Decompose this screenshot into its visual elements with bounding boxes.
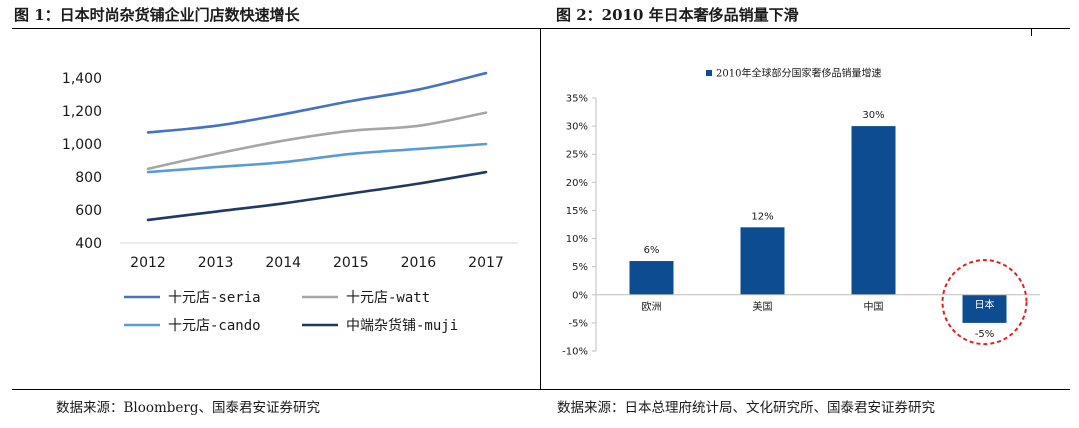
y-tick-label: 35% xyxy=(566,94,588,105)
figure2-source: 数据来源：日本总理府统计局、文化研究所、国泰君安证券研究 xyxy=(557,400,935,416)
legend-swatch xyxy=(706,70,712,76)
bar-3 xyxy=(962,294,1007,323)
bottom-rule xyxy=(12,389,1070,390)
bar-0 xyxy=(629,261,674,295)
bar-2 xyxy=(851,126,896,295)
x-tick-label: 2016 xyxy=(401,255,437,271)
x-tick-label: 2015 xyxy=(333,255,369,271)
data-label: 6% xyxy=(644,245,660,256)
y-tick-label: 1,200 xyxy=(62,104,102,120)
legend-label: 十元店-cando xyxy=(168,318,261,334)
y-tick-label: 1,400 xyxy=(62,71,102,87)
category-label: 欧洲 xyxy=(642,301,662,313)
legend-label: 2010年全球部分国家奢侈品销量增速 xyxy=(716,67,881,80)
highlight-circle xyxy=(941,259,1028,346)
y-tick-label: -10% xyxy=(562,347,588,358)
y-tick-label: 5% xyxy=(572,262,588,273)
series-line-1 xyxy=(146,111,488,171)
series-line-2 xyxy=(146,142,488,174)
x-tick-label: 2014 xyxy=(265,255,301,271)
data-label: -5% xyxy=(975,329,994,340)
y-tick-label: 800 xyxy=(75,170,102,186)
figure1-title: 图 1：日本时尚杂货铺企业门店数快速增长 xyxy=(14,6,300,24)
legend-label: 十元店-seria xyxy=(168,290,261,306)
data-label: 30% xyxy=(862,110,884,121)
y-tick-label: 400 xyxy=(75,236,102,252)
top-rule xyxy=(12,28,1070,29)
y-tick-label: -5% xyxy=(569,318,588,329)
legend-label: 十元店-watt xyxy=(346,290,430,306)
top-right-tick xyxy=(1031,28,1032,36)
category-label: 中国 xyxy=(864,300,884,313)
series-line-3 xyxy=(146,170,488,222)
y-tick-label: 30% xyxy=(566,122,588,133)
y-tick-label: 15% xyxy=(566,206,588,217)
y-tick-label: 600 xyxy=(75,203,102,219)
bar-1 xyxy=(740,227,785,295)
category-label: 美国 xyxy=(753,300,773,313)
x-tick-label: 2012 xyxy=(130,255,166,271)
legend-label: 中端杂货铺-muji xyxy=(346,317,458,334)
series-line-0 xyxy=(146,71,488,134)
y-tick-label: 1,000 xyxy=(62,137,102,153)
x-tick-label: 2017 xyxy=(468,255,504,271)
figure1-source: 数据来源：Bloomberg、国泰君安证券研究 xyxy=(56,400,321,416)
y-tick-label: 10% xyxy=(566,234,588,245)
x-tick-label: 2013 xyxy=(198,255,234,271)
y-tick-label: 20% xyxy=(566,178,588,189)
category-label: 日本 xyxy=(975,298,995,311)
center-divider xyxy=(540,28,541,390)
y-tick-label: 0% xyxy=(572,290,588,301)
y-tick-label: 25% xyxy=(566,150,588,161)
figure2-title: 图 2：2010 年日本奢侈品销量下滑 xyxy=(556,6,799,24)
data-label: 12% xyxy=(751,211,773,222)
